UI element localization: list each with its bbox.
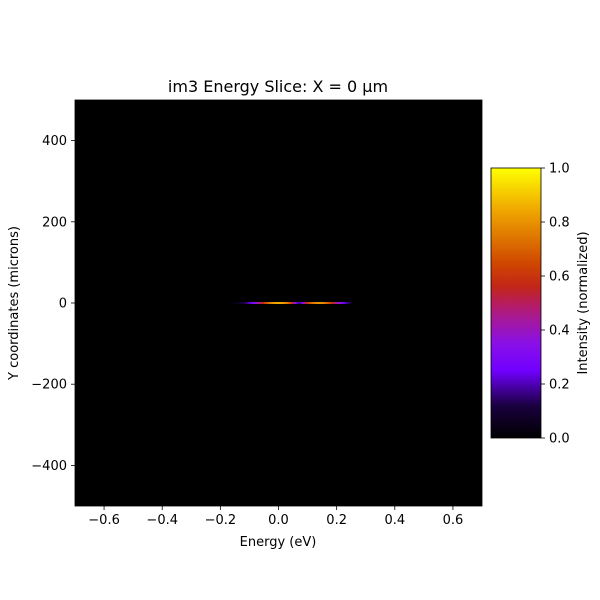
y-tick-label: 200	[42, 215, 67, 230]
emission-cell	[275, 302, 279, 304]
emission-cell	[334, 302, 338, 304]
y-tick-label: 0	[59, 297, 67, 312]
colorbar: 0.0 0.2 0.4 0.6 0.8 1.0 Intensity (normalized…	[490, 162, 591, 447]
emission-cell	[237, 302, 240, 304]
emission-cell	[304, 302, 307, 304]
emission-cell	[312, 302, 315, 304]
emission-cell	[310, 302, 313, 304]
plot-area	[74, 99, 483, 507]
emission-cell	[322, 302, 326, 304]
emission-cell	[284, 302, 287, 304]
colorbar-ticks: 0.0 0.2 0.4 0.6 0.8 1.0	[541, 162, 570, 447]
emission-cell	[306, 302, 309, 304]
colorbar-tick-label: 0.6	[549, 270, 570, 285]
emission-cell	[281, 302, 285, 304]
y-axis: −400 −200 0 200 400	[31, 134, 75, 474]
emission-cell	[296, 302, 299, 304]
x-tick-label: 0.6	[443, 513, 464, 528]
x-tick-label: 0.4	[384, 513, 405, 528]
colorbar-gradient	[490, 167, 542, 439]
emission-cell	[255, 302, 258, 304]
emission-cell	[261, 302, 265, 304]
x-axis-label: Energy (eV)	[240, 535, 317, 550]
emission-cell	[345, 302, 348, 304]
emission-cell	[286, 302, 289, 304]
y-tick-label: −200	[31, 378, 67, 393]
emission-cell	[300, 302, 303, 304]
emission-cell	[330, 302, 334, 304]
emission-cell	[328, 302, 332, 304]
emission-cell	[294, 302, 297, 304]
emission-cell	[343, 302, 346, 304]
emission-cell	[245, 302, 248, 304]
emission-cell	[338, 302, 342, 304]
emission-cell	[241, 302, 244, 304]
x-tick-label: 0.2	[326, 513, 347, 528]
emission-cell	[318, 302, 322, 304]
emission-cell	[336, 302, 340, 304]
colorbar-tick-label: 0.8	[549, 216, 570, 231]
emission-cell	[235, 302, 238, 304]
emission-band	[233, 302, 352, 304]
emission-cell	[302, 302, 305, 304]
emission-cell	[265, 302, 269, 304]
emission-cell	[251, 302, 254, 304]
y-axis-label: Y coordinates (microns)	[7, 226, 22, 381]
emission-cell	[326, 302, 330, 304]
y-tick-label: 400	[42, 134, 67, 149]
emission-cell	[308, 302, 311, 304]
emission-cell	[332, 302, 336, 304]
colorbar-tick-label: 0.0	[549, 432, 570, 447]
emission-cell	[239, 302, 242, 304]
emission-cell	[271, 302, 275, 304]
x-tick-label: −0.6	[88, 513, 120, 528]
emission-cell	[277, 302, 281, 304]
emission-cell	[257, 302, 261, 304]
emission-cell	[314, 302, 317, 304]
emission-cell	[290, 302, 293, 304]
colorbar-tick-label: 1.0	[549, 162, 570, 177]
emission-cell	[253, 302, 256, 304]
emission-cell	[292, 302, 295, 304]
emission-cell	[316, 302, 320, 304]
emission-cell	[341, 302, 344, 304]
emission-cell	[259, 302, 263, 304]
emission-cell	[349, 302, 352, 304]
x-axis: −0.6 −0.4 −0.2 0.0 0.2 0.4 0.6	[88, 506, 463, 528]
emission-cell	[243, 302, 246, 304]
colorbar-label: Intensity (normalized)	[576, 231, 591, 374]
emission-cell	[267, 302, 271, 304]
colorbar-tick-label: 0.2	[549, 378, 570, 393]
emission-cell	[233, 302, 236, 304]
emission-cell	[273, 302, 277, 304]
y-tick-label: −400	[31, 459, 67, 474]
emission-cell	[269, 302, 273, 304]
emission-cell	[347, 302, 350, 304]
emission-cell	[263, 302, 267, 304]
emission-cell	[324, 302, 328, 304]
colorbar-tick-label: 0.4	[549, 324, 570, 339]
x-tick-label: 0.0	[268, 513, 289, 528]
chart-title: im3 Energy Slice: X = 0 µm	[168, 77, 388, 96]
emission-cell	[288, 302, 291, 304]
x-tick-label: −0.2	[205, 513, 237, 528]
emission-cell	[247, 302, 250, 304]
emission-cell	[320, 302, 324, 304]
emission-cell	[298, 302, 301, 304]
emission-cell	[279, 302, 283, 304]
x-tick-label: −0.4	[146, 513, 178, 528]
emission-cell	[249, 302, 252, 304]
